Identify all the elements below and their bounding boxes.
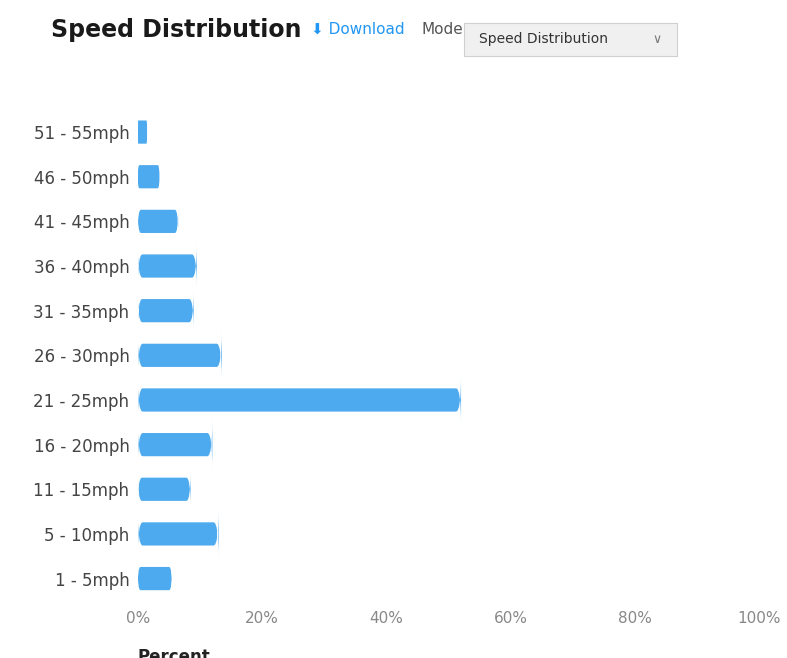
- FancyBboxPatch shape: [138, 331, 222, 380]
- FancyBboxPatch shape: [138, 567, 172, 590]
- FancyBboxPatch shape: [138, 470, 190, 508]
- FancyBboxPatch shape: [138, 165, 160, 188]
- Text: Mode: Mode: [421, 22, 463, 37]
- FancyBboxPatch shape: [138, 243, 197, 288]
- FancyBboxPatch shape: [138, 120, 147, 143]
- FancyBboxPatch shape: [138, 510, 219, 558]
- Text: Percent: Percent: [138, 648, 210, 658]
- Text: Speed Distribution: Speed Distribution: [479, 32, 608, 47]
- Text: ∨: ∨: [653, 33, 662, 46]
- Text: ⬇ Download: ⬇ Download: [311, 22, 405, 37]
- FancyBboxPatch shape: [138, 290, 194, 331]
- FancyBboxPatch shape: [138, 420, 212, 468]
- FancyBboxPatch shape: [138, 376, 461, 424]
- Text: Speed Distribution: Speed Distribution: [51, 18, 301, 41]
- FancyBboxPatch shape: [138, 210, 178, 233]
